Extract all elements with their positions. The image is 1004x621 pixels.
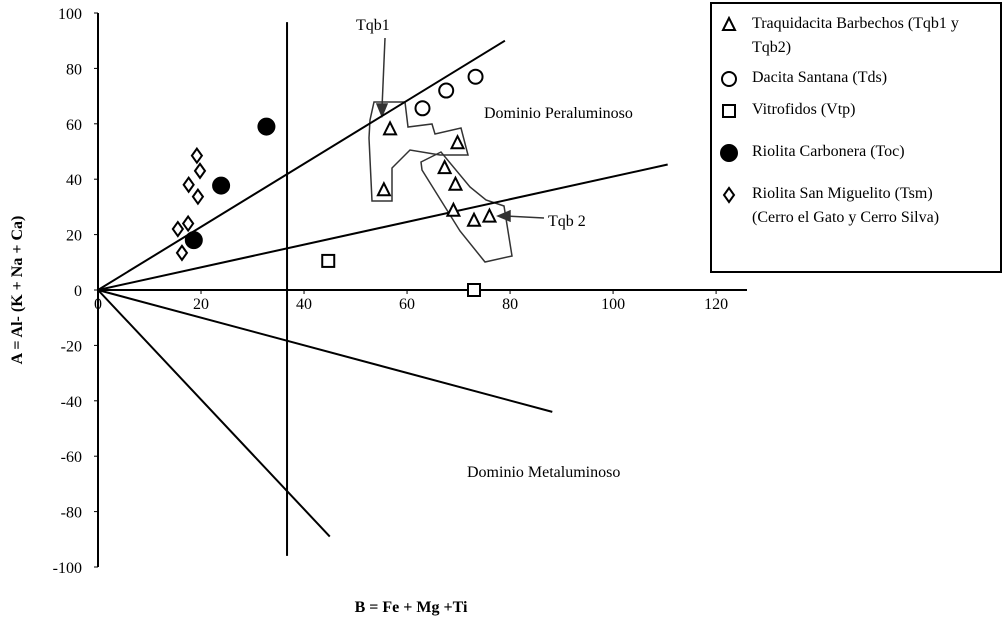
- x-tick-label: 80: [502, 296, 518, 313]
- x-tick-label: 120: [704, 296, 728, 313]
- tqb2-outline: [420, 151, 513, 263]
- legend-entry: Traquidacita Barbechos (Tqb1 y Tqb2): [720, 12, 1000, 60]
- y-axis-label: A = Al- (K + Na + Ca): [9, 216, 26, 365]
- x-tick-label: 0: [94, 296, 102, 313]
- legend-entry: Riolita Carbonera (Toc): [720, 140, 1000, 164]
- point: [481, 207, 498, 223]
- arrow: [505, 215, 545, 219]
- legend-entry: Riolita San Miguelito (Tsm) (Cerro el Ga…: [720, 182, 1000, 230]
- reference-line: [97, 163, 668, 291]
- legend-entry: Vitrofidos (Vtp): [720, 98, 1000, 122]
- reference-line: [97, 39, 506, 291]
- y-tick-label: -60: [61, 449, 82, 466]
- x-tick-label: 60: [399, 296, 415, 313]
- tqb1-outline: [368, 101, 469, 202]
- point: [720, 144, 738, 162]
- arrow-head: [496, 209, 511, 223]
- y-tick-label: 100: [58, 6, 82, 23]
- point: [447, 175, 464, 191]
- point: [449, 133, 466, 150]
- point: [721, 71, 737, 87]
- point: [437, 158, 453, 175]
- y-tick-label: -100: [53, 560, 82, 577]
- y-tick-label: -40: [61, 394, 82, 411]
- y-tick-label: 0: [74, 283, 82, 300]
- arrow-head: [375, 103, 389, 118]
- annotation: Tqb 2: [548, 213, 586, 230]
- reference-line: [97, 289, 331, 538]
- point: [414, 100, 431, 117]
- point: [376, 181, 392, 197]
- group-outlines: [368, 37, 545, 263]
- legend-label: Dacita Santana (Tds): [752, 69, 888, 86]
- point: [321, 253, 336, 268]
- arrow: [381, 37, 386, 109]
- point: [190, 146, 204, 165]
- y-tick-label: -20: [61, 338, 82, 355]
- y-tick-label: 40: [66, 172, 82, 189]
- point: [466, 211, 482, 227]
- point: [445, 201, 462, 217]
- legend-symbol: [720, 144, 738, 162]
- x-axis-label: B = Fe + Mg +Ti: [355, 599, 468, 616]
- y-tick-label: -80: [61, 505, 82, 522]
- legend-label: Riolita Carbonera (Toc): [752, 143, 905, 160]
- y-tick-label: 60: [66, 117, 82, 134]
- legend-label: Vitrofidos (Vtp): [752, 101, 856, 118]
- point: [184, 231, 203, 250]
- x-tick-label: 100: [601, 296, 625, 313]
- reference-line: [97, 289, 553, 413]
- y-tick-label: 20: [66, 228, 82, 245]
- point: [382, 120, 398, 136]
- point: [181, 214, 195, 233]
- legend-symbol: [722, 186, 736, 204]
- legend-symbol: [722, 104, 736, 118]
- legend: Traquidacita Barbechos (Tqb1 y Tqb2) Daci…: [710, 2, 1002, 273]
- point: [212, 176, 231, 195]
- annotation: Tqb1: [356, 17, 390, 34]
- point: [467, 283, 482, 297]
- x-tick-label: 20: [193, 296, 209, 313]
- legend-symbol: [721, 71, 737, 87]
- point: [193, 162, 207, 180]
- annotation: Dominio Metaluminoso: [467, 464, 620, 481]
- legend-entry: Dacita Santana (Tds): [720, 66, 1000, 90]
- legend-symbol: [721, 16, 737, 31]
- point: [467, 68, 484, 85]
- point: [175, 244, 189, 262]
- legend-label: Riolita San Miguelito (Tsm) (Cerro el Ga…: [752, 185, 940, 226]
- point: [722, 104, 736, 118]
- point: [438, 82, 455, 99]
- annotation: Dominio Peraluminoso: [484, 105, 633, 122]
- legend-label: Traquidacita Barbechos (Tqb1 y Tqb2): [752, 15, 959, 56]
- point: [191, 187, 205, 206]
- x-tick-label: 40: [296, 296, 312, 313]
- y-tick-label: 80: [66, 61, 82, 78]
- point: [722, 186, 736, 204]
- point: [182, 176, 195, 194]
- point: [721, 16, 737, 31]
- point: [257, 117, 276, 136]
- point: [171, 220, 185, 238]
